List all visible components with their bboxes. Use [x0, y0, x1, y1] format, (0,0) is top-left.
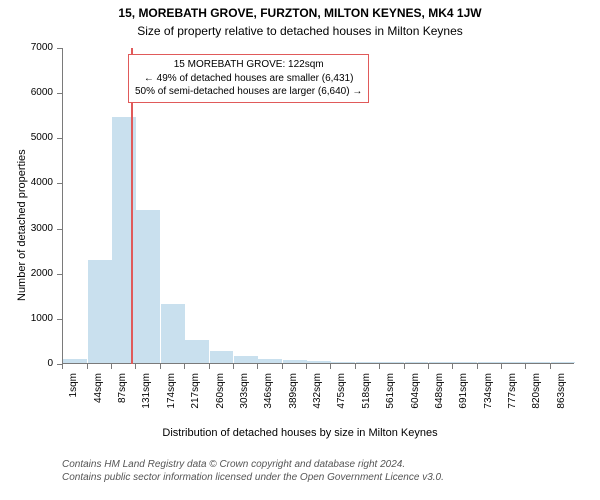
x-tick	[282, 364, 283, 369]
x-tick-label: 432sqm	[312, 373, 323, 413]
info-box: 15 MOREBATH GROVE: 122sqm ← 49% of detac…	[128, 54, 369, 103]
info-line-1: 15 MOREBATH GROVE: 122sqm	[135, 58, 362, 72]
x-tick-label: 346sqm	[263, 373, 274, 413]
histogram-bar	[185, 340, 209, 363]
x-tick	[452, 364, 453, 369]
histogram-bar	[453, 362, 477, 363]
y-tick-label: 2000	[0, 268, 53, 279]
chart-title: 15, MOREBATH GROVE, FURZTON, MILTON KEYN…	[0, 6, 600, 20]
x-tick-label: 518sqm	[361, 373, 372, 413]
x-tick	[111, 364, 112, 369]
histogram-bar	[258, 359, 282, 364]
histogram-bar	[331, 362, 355, 363]
x-tick	[160, 364, 161, 369]
histogram-bar	[405, 362, 429, 363]
y-tick	[57, 48, 62, 49]
info-line-3: 50% of semi-detached houses are larger (…	[135, 85, 362, 99]
x-tick	[62, 364, 63, 369]
x-tick	[525, 364, 526, 369]
x-tick	[135, 364, 136, 369]
x-tick	[306, 364, 307, 369]
x-tick-label: 648sqm	[434, 373, 445, 413]
info-line-2: ← 49% of detached houses are smaller (6,…	[135, 72, 362, 86]
y-tick-label: 6000	[0, 87, 53, 98]
histogram-bar	[234, 356, 258, 363]
histogram-bar	[283, 360, 307, 363]
histogram-bar	[307, 361, 331, 363]
x-tick-label: 217sqm	[190, 373, 201, 413]
x-tick	[379, 364, 380, 369]
histogram-bar	[210, 351, 234, 363]
x-tick-label: 604sqm	[410, 373, 421, 413]
x-tick	[428, 364, 429, 369]
footer-line-2: Contains public sector information licen…	[62, 471, 444, 484]
histogram-bar	[356, 362, 380, 363]
x-tick	[87, 364, 88, 369]
footer-credits: Contains HM Land Registry data © Crown c…	[62, 458, 444, 484]
x-tick-label: 389sqm	[288, 373, 299, 413]
histogram-bar	[478, 362, 502, 363]
x-tick	[257, 364, 258, 369]
x-tick-label: 734sqm	[483, 373, 494, 413]
x-tick-label: 1sqm	[68, 373, 79, 413]
x-axis-label: Distribution of detached houses by size …	[0, 427, 600, 439]
x-tick-label: 691sqm	[458, 373, 469, 413]
x-tick	[184, 364, 185, 369]
x-tick-label: 777sqm	[507, 373, 518, 413]
x-tick-label: 561sqm	[385, 373, 396, 413]
histogram-bar	[63, 359, 87, 363]
y-tick-label: 0	[0, 358, 53, 369]
y-tick	[57, 229, 62, 230]
y-tick	[57, 138, 62, 139]
x-tick	[550, 364, 551, 369]
y-tick-label: 7000	[0, 42, 53, 53]
y-tick	[57, 93, 62, 94]
histogram-bar	[429, 362, 453, 363]
x-tick	[355, 364, 356, 369]
y-tick	[57, 183, 62, 184]
histogram-bar	[502, 362, 526, 363]
histogram-bar	[551, 362, 575, 363]
histogram-bar	[88, 260, 112, 363]
y-tick-label: 5000	[0, 132, 53, 143]
footer-line-1: Contains HM Land Registry data © Crown c…	[62, 458, 444, 471]
y-tick-label: 1000	[0, 313, 53, 324]
x-tick	[501, 364, 502, 369]
x-tick	[330, 364, 331, 369]
x-tick	[209, 364, 210, 369]
x-tick-label: 820sqm	[531, 373, 542, 413]
x-tick-label: 44sqm	[93, 373, 104, 413]
y-tick	[57, 319, 62, 320]
x-tick	[404, 364, 405, 369]
y-tick-label: 3000	[0, 223, 53, 234]
x-tick	[233, 364, 234, 369]
x-tick-label: 260sqm	[215, 373, 226, 413]
x-tick-label: 174sqm	[166, 373, 177, 413]
histogram-bar	[136, 210, 160, 363]
x-tick	[477, 364, 478, 369]
x-tick-label: 475sqm	[336, 373, 347, 413]
histogram-bar	[161, 304, 185, 363]
histogram-bar	[380, 362, 404, 363]
y-tick	[57, 274, 62, 275]
y-tick-label: 4000	[0, 177, 53, 188]
x-tick-label: 87sqm	[117, 373, 128, 413]
chart-subtitle: Size of property relative to detached ho…	[0, 24, 600, 38]
histogram-bar	[526, 362, 550, 363]
x-tick-label: 131sqm	[141, 373, 152, 413]
x-tick-label: 863sqm	[556, 373, 567, 413]
x-tick-label: 303sqm	[239, 373, 250, 413]
